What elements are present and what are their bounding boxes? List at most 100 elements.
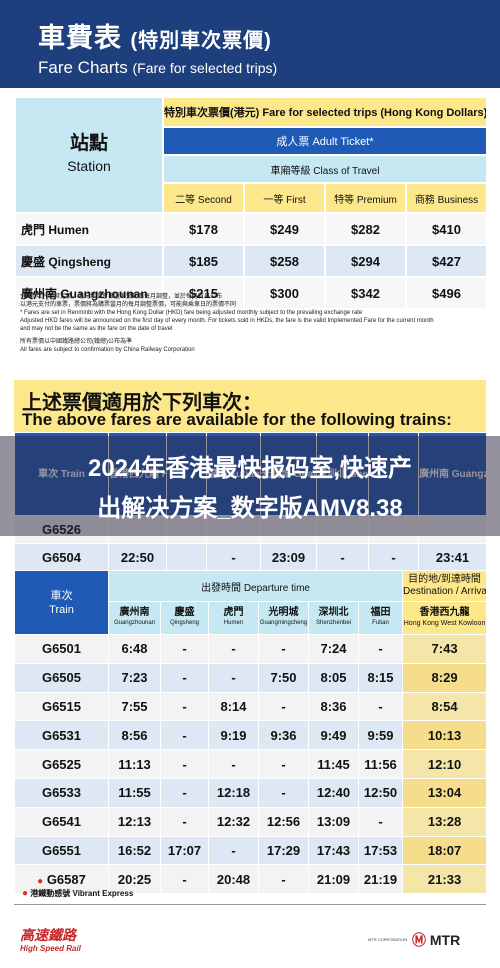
time-cell: 8:56 <box>108 720 161 751</box>
fare-header: 特別車次票價(港元) Fare for selected trips (Hong… <box>162 96 488 128</box>
time-cell: 12:40 <box>308 777 359 808</box>
fare-cell: $294 <box>324 244 407 278</box>
note-line: * 車票以人民幣定價，港元票價會按匯率變動而每月調整，並於每月首日公布 <box>20 294 223 300</box>
class-second: 二等 Second <box>162 182 245 214</box>
time-cell: - <box>160 864 209 895</box>
time-cell: 17:29 <box>258 835 309 866</box>
time-cell: - <box>160 749 209 779</box>
time-cell: 9:36 <box>258 720 309 751</box>
time-cell: 17:07 <box>160 835 209 866</box>
ticket-type: 成人票 Adult Ticket* <box>162 126 488 156</box>
timetable-row: G6501 6:48 - - - 7:24 - 7:43 <box>14 634 488 664</box>
watermark-line: 2024年香港最快报码室,快速产 <box>87 455 413 482</box>
time-cell: - <box>160 720 209 751</box>
arrival-cell: 7:43 <box>402 634 488 664</box>
station-header: 廣州南 Guangzhounan <box>108 601 161 635</box>
timetable-row: G6531 8:56 - 9:19 9:36 9:49 9:59 10:13 <box>14 720 488 751</box>
time-cell: - <box>208 749 259 779</box>
class-of-travel: 車廂等級 Class of Travel <box>162 154 488 184</box>
fare-cell: $249 <box>243 212 326 246</box>
time-cell: - <box>368 543 419 572</box>
time-cell: 17:43 <box>308 835 359 866</box>
time-cell: 11:45 <box>308 749 359 779</box>
departure-header: 出發時間 Departure time <box>107 570 404 602</box>
arrival-cell: 10:13 <box>402 720 488 751</box>
note-line: All fares are subject to confirmation by… <box>20 347 195 353</box>
time-cell: 7:50 <box>258 662 309 693</box>
mtr-icon: Ⓜ <box>412 932 426 948</box>
time-cell: 12:18 <box>208 777 259 808</box>
time-cell: 22:50 <box>108 543 167 572</box>
station-header: 深圳北 Shenzhenbei <box>308 601 359 635</box>
arrival-cell: 13:04 <box>402 777 488 808</box>
time-cell: 12:56 <box>258 806 309 837</box>
train-header: 車次 Train <box>14 570 109 635</box>
time-cell: 9:19 <box>208 720 259 751</box>
fare-station: 慶盛 Qingsheng <box>14 244 164 278</box>
time-cell: 7:55 <box>108 691 161 722</box>
time-cell: 9:49 <box>308 720 359 751</box>
arrival-cell: 8:29 <box>402 662 488 693</box>
time-cell: 17:53 <box>357 835 404 866</box>
train-number: G6551 <box>14 835 109 866</box>
time-cell: - <box>258 777 309 808</box>
train-number: G6505 <box>14 662 109 693</box>
time-cell: 8:05 <box>308 662 359 693</box>
vibrant-express-marker: ● <box>37 875 44 887</box>
time-cell: 11:55 <box>108 777 161 808</box>
header-title-zh: 車費表 (特別車次票價) <box>38 23 272 53</box>
arrival-cell: 12:10 <box>402 749 488 779</box>
time-cell: 23:41 <box>418 543 487 572</box>
time-cell: - <box>357 806 404 837</box>
time-cell: - <box>258 749 309 779</box>
watermark-banner: 2024年香港最快报码室,快速产 出解决方案_数字版AMV8.38 <box>0 436 500 536</box>
time-cell: - <box>208 634 259 664</box>
time-cell: 8:36 <box>308 691 359 722</box>
time-cell: 12:50 <box>357 777 404 808</box>
destination-header: 目的地/到達時間 Destination / Arrival time <box>402 570 488 602</box>
train-number: G6501 <box>14 634 109 664</box>
timetable-row: G6533 11:55 - 12:18 - 12:40 12:50 13:04 <box>14 777 488 808</box>
time-cell: - <box>258 691 309 722</box>
legend-marker-icon: ● <box>22 888 29 899</box>
fare-cell: $282 <box>324 212 407 246</box>
time-cell: 13:09 <box>308 806 359 837</box>
class-first: 一等 First <box>243 182 326 214</box>
time-cell: - <box>316 543 369 572</box>
legend-text: 港鐵動感號 Vibrant Express <box>30 889 134 898</box>
destination-station-header: 香港西九龍 Hong Kong West Kowloon <box>402 601 488 635</box>
train-number: ● G6587 <box>14 864 109 895</box>
time-cell: 21:09 <box>308 864 359 895</box>
station-header: 慶盛 Qingsheng <box>160 601 209 635</box>
time-cell: 16:52 <box>108 835 161 866</box>
station-header: 福田 Futian <box>357 601 404 635</box>
time-cell: 6:48 <box>108 634 161 664</box>
timetable-row: G6551 16:52 17:07 - 17:29 17:43 17:53 18… <box>14 835 488 866</box>
time-cell: 21:19 <box>357 864 404 895</box>
fare-chart-header: 車費表 (特別車次票價) Fare Charts (Fare for selec… <box>0 0 500 88</box>
fare-cell: $258 <box>243 244 326 278</box>
time-cell: 11:56 <box>357 749 404 779</box>
time-cell <box>166 543 207 572</box>
fare-row: 廣州南 Guangzhounan $215 $300 $342 $496 <box>14 276 488 310</box>
northbound-timetable: 車次 Train 出發時間 Departure time 目的地/到達時間 De… <box>14 570 488 895</box>
legend: ● 港鐵動感號 Vibrant Express <box>22 888 133 899</box>
timetable-row: G6541 12:13 - 12:32 12:56 13:09 - 13:28 <box>14 806 488 837</box>
class-business: 商務 Business <box>405 182 488 214</box>
arrival-cell: 21:33 <box>402 864 488 895</box>
time-cell: 23:09 <box>260 543 317 572</box>
time-cell: 12:13 <box>108 806 161 837</box>
time-cell: - <box>160 634 209 664</box>
time-cell: 8:15 <box>357 662 404 693</box>
fare-cell: $410 <box>405 212 488 246</box>
fare-notes: * 車票以人民幣定價，港元票價會按匯率變動而每月調整，並於每月首日公布 以港元支… <box>20 293 480 354</box>
time-cell: - <box>258 864 309 895</box>
note-line: 所有票價以中國鐵路總公司(鐵總)公布為準 <box>20 339 132 345</box>
note-line: * Fares are set in Renminbi with the Hon… <box>20 310 363 316</box>
time-cell: - <box>206 543 261 572</box>
train-number: G6533 <box>14 777 109 808</box>
watermark-line: 出解决方案_数字版AMV8.38 <box>97 495 403 522</box>
time-cell: 11:13 <box>108 749 161 779</box>
time-cell: 12:32 <box>208 806 259 837</box>
timetable-row: G6504 22:50 - 23:09 - - 23:41 <box>14 543 487 572</box>
